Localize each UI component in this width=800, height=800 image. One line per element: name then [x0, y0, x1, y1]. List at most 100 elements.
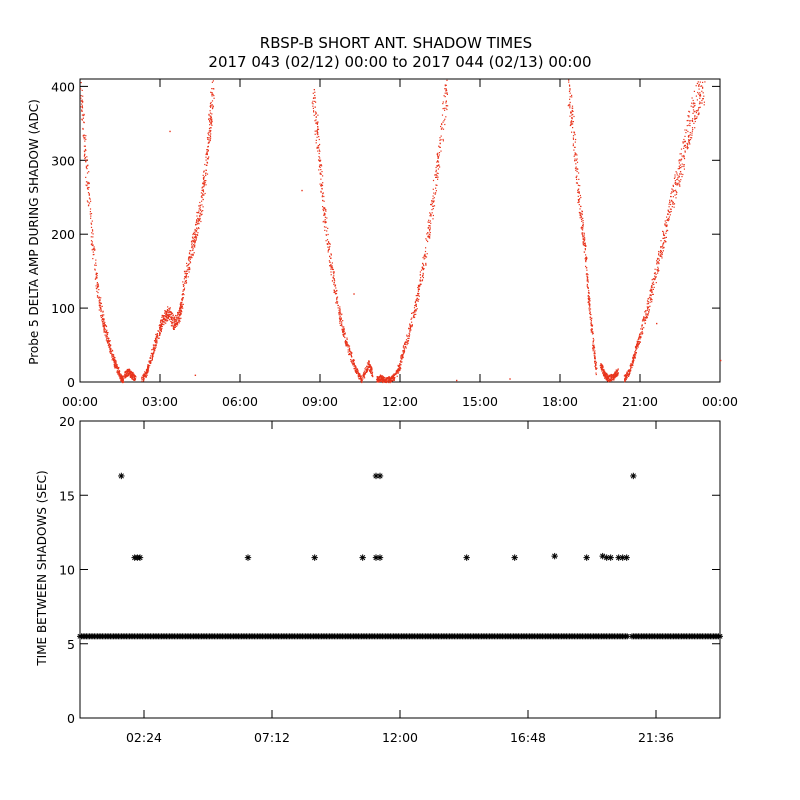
delta-amp-point	[569, 89, 571, 91]
delta-amp-point	[388, 380, 390, 382]
delta-amp-point	[658, 262, 660, 264]
delta-amp-point	[159, 333, 161, 335]
delta-amp-point	[100, 308, 102, 310]
delta-amp-point	[603, 371, 605, 373]
delta-amp-point	[667, 220, 669, 222]
delta-amp-point	[367, 365, 369, 367]
delta-amp-point	[211, 104, 213, 106]
delta-amp-point	[180, 304, 182, 306]
delta-amp-point	[649, 294, 651, 296]
delta-amp-point	[402, 345, 405, 347]
delta-amp-point	[205, 156, 207, 158]
delta-amp-point	[660, 250, 663, 253]
delta-amp-point	[678, 159, 680, 161]
delta-amp-point	[155, 333, 157, 336]
delta-amp-point	[348, 350, 351, 352]
delta-amp-point	[80, 106, 82, 108]
delta-amp-point	[414, 305, 416, 307]
delta-amp-point	[193, 245, 195, 247]
delta-amp-point	[107, 337, 109, 339]
delta-amp-point	[165, 313, 167, 315]
delta-amp-point	[353, 364, 356, 366]
delta-amp-point	[606, 379, 608, 381]
delta-amp-point	[211, 113, 213, 115]
delta-amp-point	[655, 273, 657, 275]
delta-amp-point	[418, 284, 420, 286]
delta-amp-point	[318, 149, 320, 151]
delta-amp-point	[680, 173, 682, 175]
delta-amp-point	[190, 253, 192, 255]
delta-amp-point	[691, 127, 694, 129]
delta-amp-point	[322, 221, 324, 223]
delta-amp-point	[198, 205, 200, 207]
delta-amp-point	[317, 128, 320, 130]
delta-amp-point	[341, 324, 343, 326]
delta-amp-point	[145, 372, 147, 374]
delta-amp-point	[669, 201, 671, 203]
delta-amp-point	[335, 287, 337, 289]
delta-amp-point	[344, 340, 346, 343]
delta-amp-point	[689, 139, 692, 141]
delta-amp-point	[81, 99, 83, 101]
delta-amp-point	[617, 373, 619, 375]
delta-amp-point	[330, 274, 332, 276]
delta-amp-point	[159, 328, 161, 330]
delta-amp-point	[84, 153, 86, 155]
delta-amp-y-tick-label: 100	[51, 301, 75, 316]
delta-amp-point	[429, 234, 431, 236]
delta-amp-point	[92, 248, 94, 250]
delta-amp-point	[181, 300, 183, 302]
delta-amp-point	[182, 298, 184, 300]
delta-amp-point	[371, 371, 374, 373]
delta-amp-point	[393, 379, 395, 381]
delta-amp-point	[120, 377, 122, 379]
delta-amp-point	[574, 141, 576, 143]
delta-amp-point	[321, 184, 323, 186]
delta-amp-point	[144, 371, 146, 373]
delta-amp-point	[327, 251, 329, 253]
delta-amp-point	[667, 209, 669, 211]
delta-amp-point	[189, 262, 192, 264]
delta-amp-point	[83, 136, 85, 138]
delta-amp-point	[88, 197, 91, 199]
delta-amp-point	[681, 176, 683, 178]
delta-amp-point	[171, 321, 173, 324]
delta-amp-point	[87, 183, 89, 185]
delta-amp-point	[206, 137, 209, 139]
delta-amp-point	[591, 325, 593, 327]
delta-amp-point	[143, 378, 145, 381]
delta-amp-x-tick-label: 09:00	[302, 394, 338, 409]
time-between-x-tick-label: 07:12	[254, 730, 290, 745]
delta-amp-point	[592, 344, 594, 346]
delta-amp-point	[437, 152, 439, 154]
delta-amp-point	[118, 372, 120, 374]
delta-amp-point	[370, 371, 372, 373]
delta-amp-point	[699, 106, 701, 108]
delta-amp-point	[624, 378, 626, 380]
delta-amp-point	[182, 281, 184, 283]
delta-amp-point	[189, 256, 191, 258]
delta-amp-point	[109, 348, 111, 350]
delta-amp-point	[605, 373, 608, 375]
delta-amp-point	[83, 113, 85, 115]
delta-amp-point	[83, 138, 85, 140]
delta-amp-point	[205, 180, 207, 182]
delta-amp-point	[692, 109, 695, 111]
delta-amp-point	[644, 311, 646, 313]
delta-amp-point	[93, 253, 95, 256]
delta-amp-point	[407, 339, 410, 342]
delta-amp-point	[671, 201, 674, 203]
delta-amp-point	[316, 121, 318, 123]
delta-amp-point	[352, 360, 354, 362]
delta-amp-point	[184, 276, 186, 278]
delta-amp-point	[152, 344, 154, 346]
delta-amp-point	[164, 312, 166, 314]
delta-amp-point	[315, 101, 317, 103]
delta-amp-point	[90, 223, 93, 225]
delta-amp-point	[437, 160, 439, 162]
delta-amp-point	[152, 347, 154, 349]
delta-amp-point	[95, 273, 98, 275]
delta-amp-point	[633, 354, 635, 356]
delta-amp-point	[211, 92, 213, 94]
delta-amp-point	[671, 191, 673, 193]
